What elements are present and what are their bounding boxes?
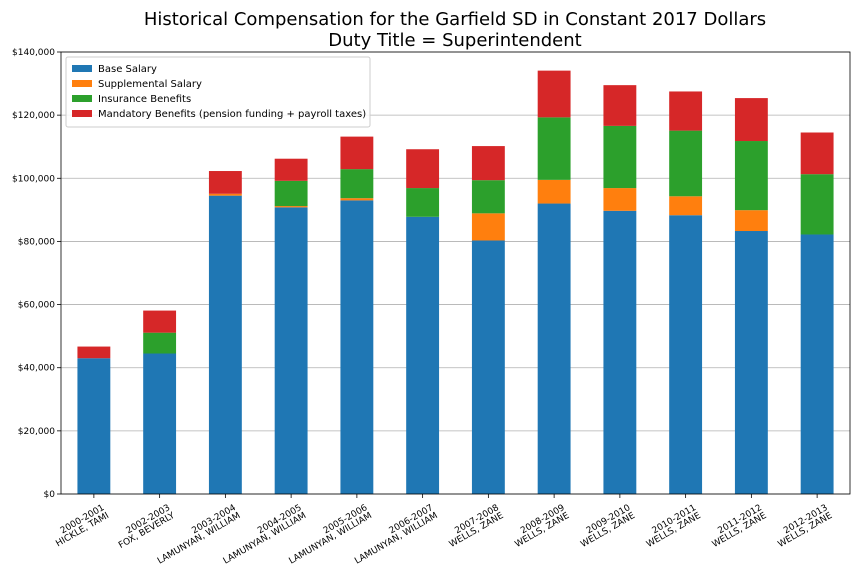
- bar-supplemental-salary-2: [208, 193, 242, 196]
- bar-insurance-benefits-4: [340, 169, 374, 199]
- bar-mandatory-benefits-pension-funding-payroll-taxes-10: [734, 98, 768, 142]
- bar-mandatory-benefits-pension-funding-payroll-taxes-6: [471, 146, 505, 181]
- y-tick-label: $40,000: [18, 364, 55, 374]
- bar-mandatory-benefits-pension-funding-payroll-taxes-7: [537, 70, 571, 118]
- bar-supplemental-salary-7: [537, 179, 571, 204]
- bar-insurance-benefits-10: [734, 141, 768, 211]
- legend-swatch: [72, 95, 92, 102]
- y-tick-label: $80,000: [18, 237, 55, 247]
- plot-frame: [60, 51, 851, 495]
- bar-mandatory-benefits-pension-funding-payroll-taxes-4: [340, 136, 374, 170]
- legend-label: Supplemental Salary: [98, 79, 202, 90]
- bar-supplemental-salary-6: [471, 213, 505, 241]
- bar-base-salary-5: [406, 216, 440, 494]
- legend-swatch: [72, 80, 92, 87]
- bar-insurance-benefits-3: [274, 180, 308, 207]
- bar-mandatory-benefits-pension-funding-payroll-taxes-3: [274, 158, 308, 181]
- y-tick-label: $140,000: [12, 48, 55, 58]
- legend-label: Insurance Benefits: [98, 94, 191, 105]
- bar-base-salary-11: [800, 234, 834, 495]
- bar-insurance-benefits-6: [471, 180, 505, 214]
- legend: Base Salary Supplemental Salary Insurance …: [65, 56, 371, 128]
- axes: [60, 51, 851, 495]
- bar-supplemental-salary-10: [734, 210, 768, 232]
- legend-box: [65, 56, 371, 128]
- legend-label: Mandatory Benefits (pension funding + pa…: [98, 109, 366, 120]
- y-tick-label: $20,000: [18, 427, 55, 437]
- bar-base-salary-8: [603, 210, 637, 494]
- bar-base-salary-0: [77, 358, 111, 494]
- bar-insurance-benefits-8: [603, 125, 637, 189]
- bar-supplemental-salary-3: [274, 206, 308, 208]
- y-tick-labels: $0 $20,000 $40,000 $60,000 $80,000 $100,000 $1…: [12, 48, 61, 500]
- legend-label: Base Salary: [98, 64, 157, 75]
- bar-base-salary-2: [208, 195, 242, 494]
- chart-title: Historical Compensation for the Garfield…: [144, 9, 766, 30]
- bar-mandatory-benefits-pension-funding-payroll-taxes-5: [406, 149, 440, 189]
- bars: [77, 70, 834, 495]
- y-tick-label: $60,000: [18, 301, 55, 311]
- bar-supplemental-salary-8: [603, 188, 637, 211]
- legend-swatch: [72, 65, 92, 72]
- bar-base-salary-10: [734, 231, 768, 494]
- bar-mandatory-benefits-pension-funding-payroll-taxes-0: [77, 346, 111, 359]
- bar-base-salary-1: [143, 353, 177, 494]
- bar-mandatory-benefits-pension-funding-payroll-taxes-1: [143, 310, 177, 333]
- bar-mandatory-benefits-pension-funding-payroll-taxes-11: [800, 132, 834, 175]
- bar-mandatory-benefits-pension-funding-payroll-taxes-9: [669, 91, 703, 131]
- y-tick-label: $120,000: [12, 111, 55, 121]
- bar-insurance-benefits-11: [800, 174, 834, 235]
- bar-base-salary-6: [471, 240, 505, 494]
- bar-mandatory-benefits-pension-funding-payroll-taxes-8: [603, 85, 637, 126]
- y-tick-label: $0: [44, 490, 56, 500]
- bar-mandatory-benefits-pension-funding-payroll-taxes-2: [208, 171, 242, 194]
- bar-insurance-benefits-7: [537, 117, 571, 180]
- bar-supplemental-salary-4: [340, 198, 374, 201]
- bar-base-salary-7: [537, 203, 571, 495]
- legend-swatch: [72, 110, 92, 117]
- bar-insurance-benefits-9: [669, 130, 703, 197]
- bar-insurance-benefits-1: [143, 332, 177, 354]
- bar-supplemental-salary-9: [669, 196, 703, 216]
- bar-insurance-benefits-5: [406, 188, 440, 217]
- bar-base-salary-4: [340, 200, 374, 494]
- chart-subtitle: Duty Title = Superintendent: [328, 30, 581, 51]
- y-tick-label: $100,000: [12, 174, 55, 184]
- bar-base-salary-3: [274, 207, 308, 494]
- bar-base-salary-9: [669, 215, 703, 494]
